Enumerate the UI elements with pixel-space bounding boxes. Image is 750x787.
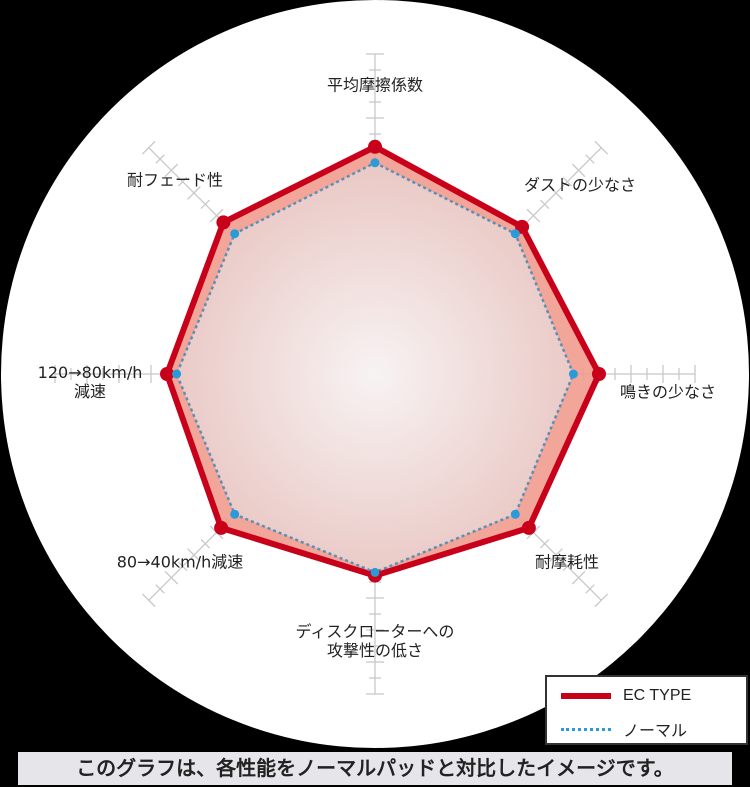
- legend-swatch-red-line: [561, 693, 611, 699]
- normal-point: [230, 229, 240, 239]
- axis-tick: [155, 584, 165, 594]
- axis-label-friction: 平均摩擦係数: [326, 75, 424, 95]
- axis-tick: [549, 548, 563, 562]
- legend-item-normal: ノーマル: [561, 717, 687, 741]
- axis-tick: [200, 199, 210, 209]
- axis-tick: [562, 176, 573, 187]
- axis-label-squeal: 鳴きの少なさ: [619, 382, 717, 402]
- caption: このグラフは、各性能をノーマルパッドと対比したイメージです。: [18, 752, 732, 785]
- normal-point: [370, 567, 380, 577]
- axis-tick: [141, 593, 156, 608]
- axis-tick: [549, 186, 563, 200]
- axis-tick: [141, 140, 156, 155]
- axis-tick: [526, 208, 541, 223]
- ec-type-point: [368, 139, 382, 154]
- axis-label-rotor-line1: ディスクローターへの: [295, 622, 455, 641]
- legend-swatch-blue-dotted: [561, 727, 611, 731]
- axis-tick: [155, 154, 165, 164]
- axis-label-rotor: ディスクローターへの 攻撃性の低さ: [296, 622, 455, 660]
- normal-area: [176, 162, 574, 573]
- axis-tick: [200, 539, 210, 549]
- normal-point: [510, 509, 520, 519]
- normal-point: [172, 369, 182, 379]
- axis-tick: [164, 163, 179, 178]
- axis-tick: [594, 140, 609, 155]
- legend-label: EC TYPE: [623, 687, 692, 704]
- ec-type-point: [216, 215, 231, 230]
- axis-label-decel-120-80-line1: 120→80km/h: [37, 363, 143, 382]
- legend-label: ノーマル: [623, 723, 688, 740]
- legend: EC TYPE ノーマル: [545, 675, 748, 745]
- normal-point: [510, 229, 520, 239]
- normal-point: [230, 509, 240, 519]
- axis-tick: [594, 593, 609, 608]
- axis-tick: [540, 539, 550, 549]
- legend-item-ec-type: EC TYPE: [561, 687, 691, 705]
- axis-tick: [571, 163, 586, 178]
- axis-tick: [187, 548, 201, 562]
- axis-label-fade: 耐フェード性: [126, 170, 224, 190]
- axis-label-wear: 耐摩耗性: [534, 552, 600, 572]
- axis-label-decel-80-40: 80→40km/h減速: [116, 552, 244, 572]
- axis-tick: [209, 208, 224, 223]
- axis-label-rotor-line2: 攻撃性の低さ: [326, 641, 424, 660]
- ec-type-point: [160, 367, 174, 381]
- axis-label-decel-120-80: 120→80km/h 減速: [38, 363, 143, 401]
- axis-tick: [585, 154, 595, 164]
- axis-tick: [562, 561, 573, 572]
- axis-label-decel-120-80-line2: 減速: [73, 382, 106, 401]
- normal-point: [370, 158, 380, 168]
- axis-tick: [585, 584, 595, 594]
- axis-tick: [540, 199, 550, 209]
- axis-tick: [164, 570, 179, 585]
- axis-label-dust: ダストの少なさ: [523, 175, 637, 195]
- ec-type-point: [592, 367, 606, 381]
- ec-type-point: [515, 219, 530, 234]
- axis-tick: [571, 570, 586, 585]
- ec-type-point: [214, 520, 229, 535]
- axis-tick: [177, 561, 188, 572]
- normal-point: [568, 369, 578, 379]
- axis-tick: [187, 186, 201, 200]
- ec-type-point: [521, 520, 536, 535]
- axis-tick: [177, 176, 188, 187]
